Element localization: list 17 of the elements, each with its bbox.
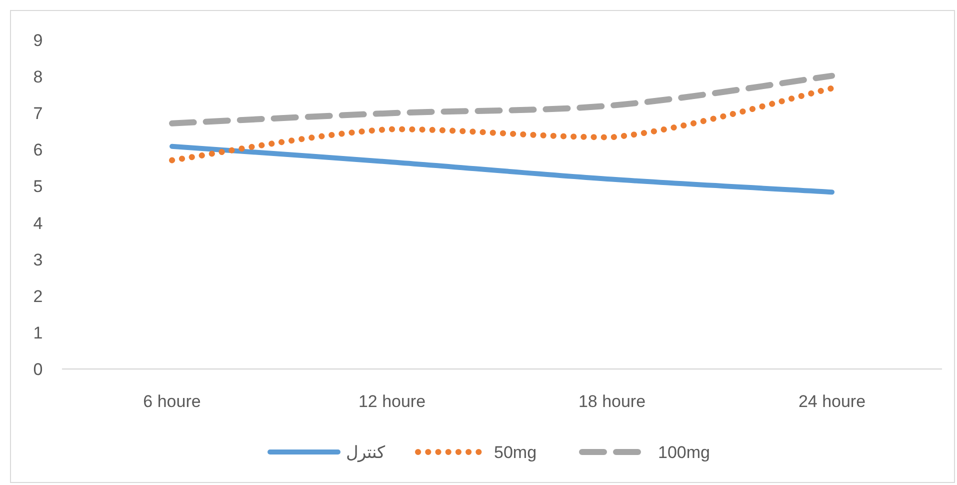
y-tick-label: 8 bbox=[33, 68, 43, 87]
y-tick-label: 9 bbox=[33, 31, 43, 50]
legend-label: كنترل bbox=[346, 443, 386, 463]
legend-label: 100mg bbox=[658, 443, 710, 462]
x-tick-label: 12 houre bbox=[358, 392, 426, 411]
x-tick-label: 24 houre bbox=[798, 392, 866, 411]
y-tick-label: 4 bbox=[33, 214, 43, 233]
y-tick-label: 1 bbox=[33, 323, 43, 342]
y-tick-label: 6 bbox=[33, 140, 43, 160]
x-tick-label: 6 houre bbox=[143, 392, 201, 411]
y-tick-label: 0 bbox=[33, 360, 43, 379]
y-tick-label: 3 bbox=[33, 250, 43, 270]
y-tick-label: 2 bbox=[33, 286, 43, 306]
y-tick-label: 5 bbox=[33, 177, 43, 196]
y-tick-label: 7 bbox=[33, 104, 43, 124]
x-tick-label: 18 houre bbox=[578, 392, 646, 411]
legend-label: 50mg bbox=[494, 443, 537, 462]
